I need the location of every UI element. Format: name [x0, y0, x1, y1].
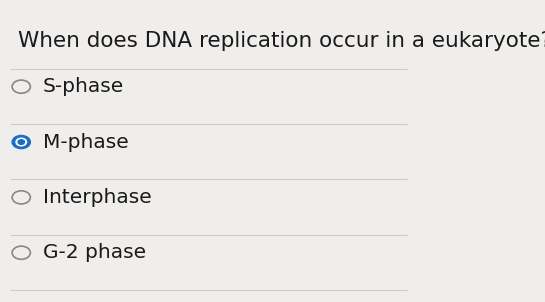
Circle shape	[16, 138, 27, 146]
Text: G-2 phase: G-2 phase	[43, 243, 146, 262]
Text: M-phase: M-phase	[43, 133, 129, 152]
Circle shape	[18, 140, 25, 144]
Text: When does DNA replication occur in a eukaryote?: When does DNA replication occur in a euk…	[18, 31, 545, 51]
Text: S-phase: S-phase	[43, 77, 124, 96]
Circle shape	[12, 135, 31, 149]
Text: Interphase: Interphase	[43, 188, 152, 207]
